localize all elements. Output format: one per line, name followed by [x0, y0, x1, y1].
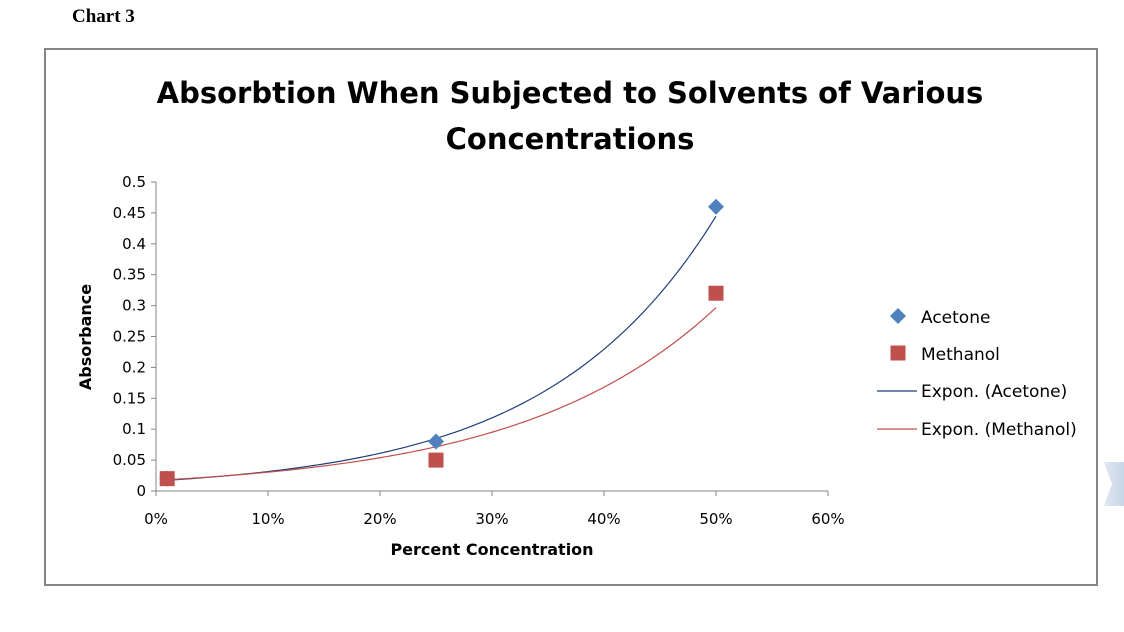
chart-title-line-2: Concentrations — [445, 122, 695, 156]
legend-label-acetone: Acetone — [921, 308, 990, 328]
y-tick-label: 0.1 — [122, 420, 146, 438]
y-tick-label: 0.35 — [113, 266, 146, 284]
y-tick-label: 0.4 — [122, 235, 146, 253]
chart-frame — [44, 48, 1098, 586]
methanol-point — [159, 471, 175, 487]
methanol-point — [708, 285, 724, 301]
x-tick-label: 10% — [251, 510, 284, 528]
methanol-point — [428, 452, 444, 468]
data-points — [159, 198, 724, 487]
y-tick-label: 0.3 — [122, 297, 146, 315]
axes: 0 0.05 0.1 0.15 0.2 0.25 0.3 0.35 0.4 0.45 0.5 0% 10… — [113, 173, 845, 528]
legend-label-expon-acetone: Expon. (Acetone) — [921, 382, 1067, 402]
x-tick-label: 0% — [144, 510, 168, 528]
page-heading: Chart 3 — [72, 6, 135, 27]
legend-label-expon-methanol: Expon. (Methanol) — [921, 420, 1077, 440]
legend: Acetone Methanol Expon. (Acetone) Expon. (M… — [877, 308, 1077, 440]
y-tick-label: 0 — [136, 482, 146, 500]
legend-label-methanol: Methanol — [921, 345, 1000, 365]
acetone-point — [708, 198, 724, 215]
x-tick-label: 60% — [811, 510, 844, 528]
y-tick-label: 0.05 — [113, 451, 146, 469]
y-tick-label: 0.2 — [122, 358, 146, 376]
y-axis-title: Absorbance — [76, 284, 95, 390]
trendline-methanol — [167, 307, 717, 481]
x-tick-label: 20% — [363, 510, 396, 528]
legend-marker-methanol — [890, 345, 906, 361]
trendlines — [167, 215, 717, 481]
y-tick-label: 0.25 — [113, 328, 146, 346]
y-tick-label: 0.15 — [113, 389, 146, 407]
chart-title-line-1: Absorbtion When Subjected to Solvents of… — [156, 76, 984, 110]
chart-title: Absorbtion When Subjected to Solvents of… — [140, 70, 1000, 162]
y-tick-label: 0.45 — [113, 204, 146, 222]
legend-marker-acetone — [890, 308, 906, 324]
y-tick-label: 0.5 — [122, 173, 146, 191]
x-tick-label: 40% — [587, 510, 620, 528]
x-tick-label: 50% — [699, 510, 732, 528]
x-axis-title: Percent Concentration — [390, 540, 593, 559]
acetone-point — [428, 433, 444, 450]
x-tick-label: 30% — [475, 510, 508, 528]
side-decoration — [1104, 462, 1124, 506]
